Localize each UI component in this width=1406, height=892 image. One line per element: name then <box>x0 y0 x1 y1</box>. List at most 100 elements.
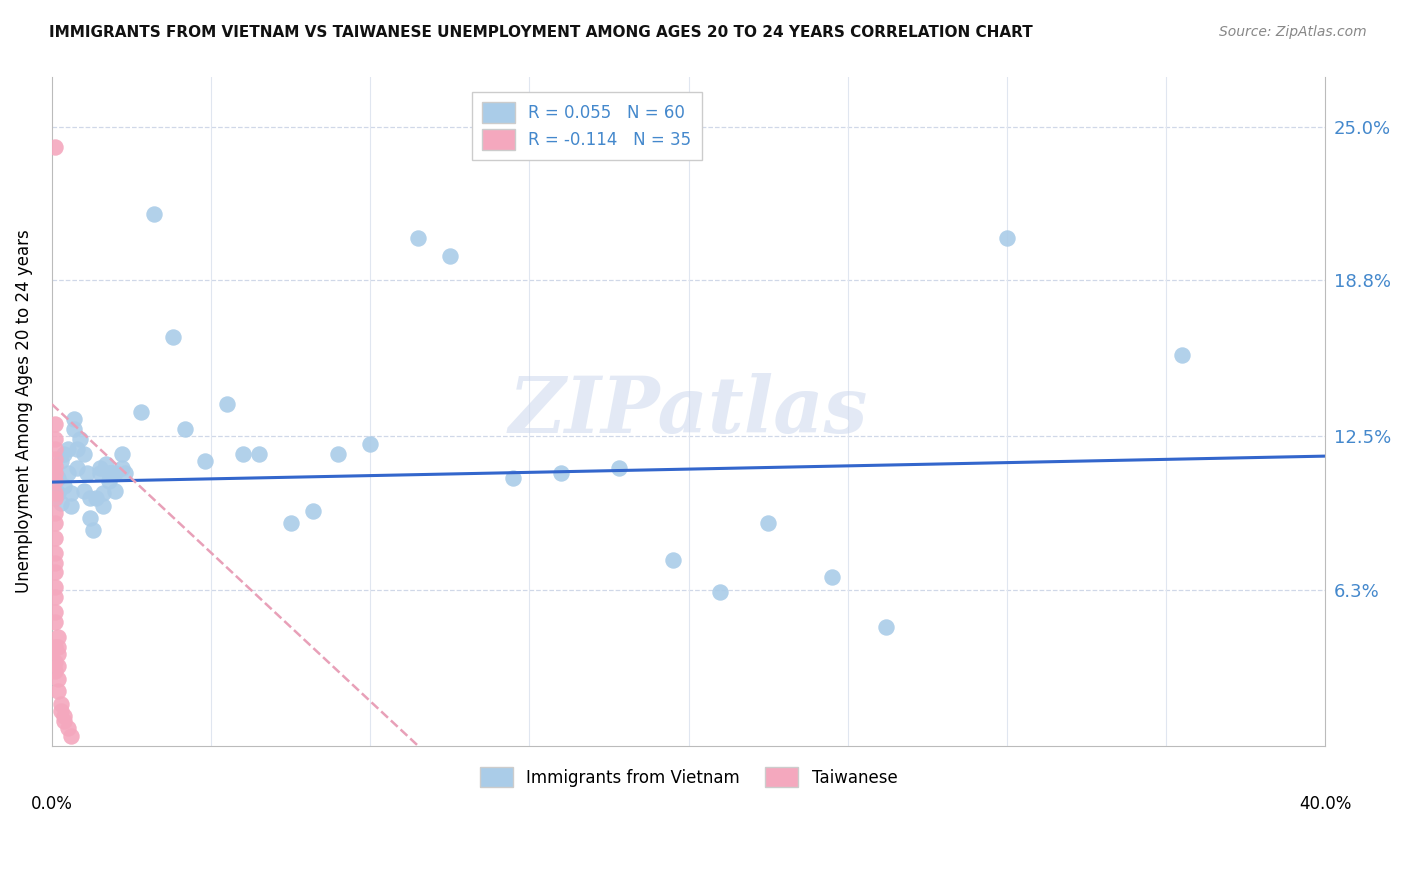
Point <box>72 483 94 498</box>
Point <box>406 231 429 245</box>
Point <box>162 330 184 344</box>
Point <box>86 491 108 506</box>
Point <box>44 458 66 473</box>
Point <box>79 491 101 506</box>
Point <box>46 672 69 686</box>
Text: 0.0%: 0.0% <box>31 795 73 814</box>
Point <box>129 404 152 418</box>
Point <box>328 447 350 461</box>
Point <box>89 461 111 475</box>
Point <box>59 486 82 500</box>
Point <box>98 467 121 481</box>
Point <box>91 486 114 500</box>
Point <box>44 615 66 629</box>
Point <box>44 467 66 481</box>
Point <box>44 516 66 530</box>
Point <box>69 432 91 446</box>
Point <box>44 491 66 506</box>
Point <box>72 447 94 461</box>
Text: ZIPatlas: ZIPatlas <box>509 374 869 450</box>
Text: Source: ZipAtlas.com: Source: ZipAtlas.com <box>1219 25 1367 39</box>
Point <box>709 585 731 599</box>
Point <box>550 467 572 481</box>
Point <box>502 471 524 485</box>
Point <box>247 447 270 461</box>
Point <box>53 709 76 723</box>
Point <box>232 447 254 461</box>
Point <box>56 467 79 481</box>
Point <box>875 620 897 634</box>
Point <box>44 605 66 619</box>
Point <box>44 474 66 488</box>
Point <box>89 467 111 481</box>
Point <box>44 531 66 545</box>
Text: 40.0%: 40.0% <box>1299 795 1351 814</box>
Point <box>44 432 66 446</box>
Point <box>44 467 66 481</box>
Point <box>44 640 66 654</box>
Point <box>44 140 66 154</box>
Point <box>215 397 238 411</box>
Text: IMMIGRANTS FROM VIETNAM VS TAIWANESE UNEMPLOYMENT AMONG AGES 20 TO 24 YEARS CORR: IMMIGRANTS FROM VIETNAM VS TAIWANESE UNE… <box>49 25 1033 40</box>
Point <box>280 516 302 530</box>
Point <box>91 499 114 513</box>
Point <box>756 516 779 530</box>
Point <box>44 590 66 604</box>
Point <box>104 483 127 498</box>
Point <box>111 461 134 475</box>
Point <box>59 729 82 743</box>
Point <box>607 461 630 475</box>
Point <box>44 442 66 456</box>
Point <box>53 714 76 728</box>
Point <box>44 486 66 500</box>
Point <box>359 436 381 450</box>
Point <box>661 553 683 567</box>
Point <box>46 486 69 500</box>
Point <box>53 479 76 493</box>
Point <box>56 722 79 736</box>
Point <box>995 231 1018 245</box>
Point <box>111 447 134 461</box>
Point <box>44 556 66 570</box>
Point <box>44 451 66 466</box>
Point <box>44 665 66 679</box>
Point <box>44 417 66 431</box>
Point <box>63 412 86 426</box>
Point <box>302 503 325 517</box>
Point <box>46 647 69 661</box>
Point <box>51 697 73 711</box>
Point <box>46 659 69 673</box>
Point <box>82 524 104 538</box>
Point <box>44 506 66 520</box>
Point <box>46 684 69 698</box>
Point <box>46 640 69 654</box>
Point <box>44 566 66 580</box>
Point <box>51 704 73 718</box>
Point <box>76 467 98 481</box>
Point <box>46 630 69 644</box>
Point <box>51 454 73 468</box>
Point <box>51 496 73 510</box>
Point <box>142 206 165 220</box>
Point <box>46 471 69 485</box>
Point <box>439 249 461 263</box>
Point <box>94 457 117 471</box>
Point <box>104 467 127 481</box>
Point <box>44 580 66 594</box>
Point <box>66 461 89 475</box>
Point <box>66 442 89 456</box>
Y-axis label: Unemployment Among Ages 20 to 24 years: Unemployment Among Ages 20 to 24 years <box>15 229 32 593</box>
Point <box>44 546 66 560</box>
Point <box>194 454 217 468</box>
Point <box>821 570 844 584</box>
Point <box>101 467 124 481</box>
Point <box>53 447 76 461</box>
Point <box>56 442 79 456</box>
Point <box>114 467 136 481</box>
Point <box>174 422 197 436</box>
Point <box>44 655 66 669</box>
Point <box>63 422 86 436</box>
Point <box>98 474 121 488</box>
Legend: Immigrants from Vietnam, Taiwanese: Immigrants from Vietnam, Taiwanese <box>472 761 904 794</box>
Point <box>79 511 101 525</box>
